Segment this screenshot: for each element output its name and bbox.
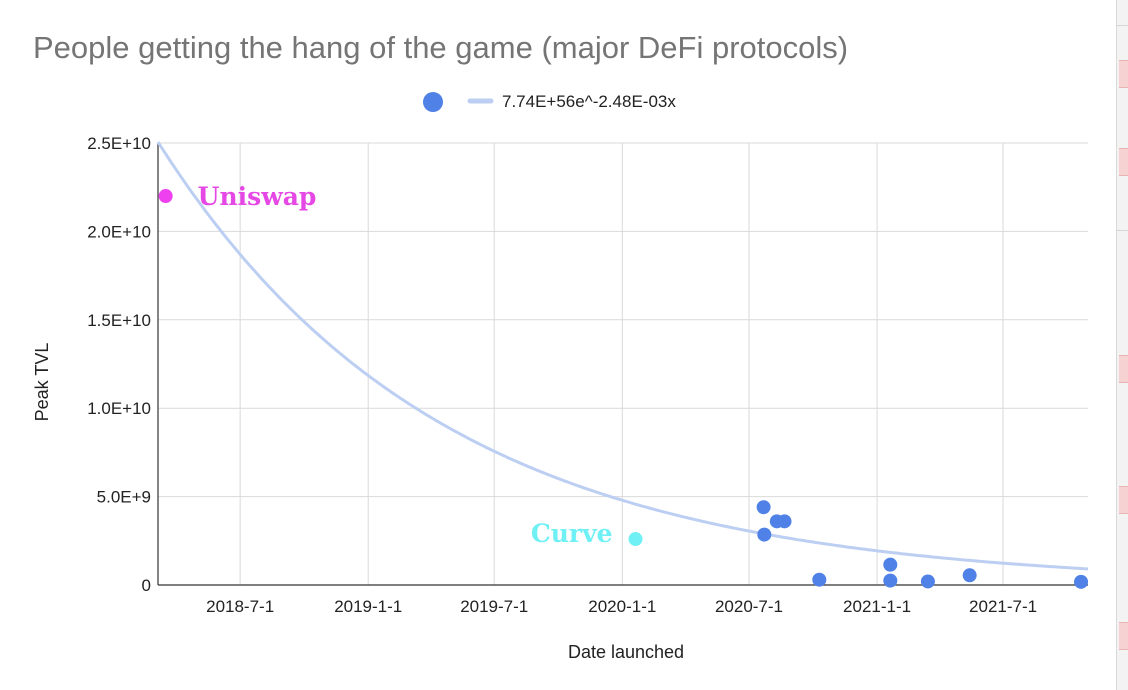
data-point: [883, 557, 898, 572]
y-tick-label: 2.5E+10: [87, 134, 151, 153]
x-tick-label: 2020-7-1: [715, 597, 783, 616]
data-point: [628, 532, 643, 547]
tick-labels: 0 5.0E+9 1.0E+10 1.5E+10 2.0E+10 2.5E+10 2018-…: [87, 134, 1037, 616]
sheet-edge-strip: [1117, 0, 1128, 690]
data-point: [920, 574, 935, 589]
grid-lines: [158, 142, 1088, 585]
y-axis-title: Peak TVL: [32, 343, 52, 422]
x-tick-label: 2020-1-1: [588, 597, 656, 616]
x-tick-label: 2018-7-1: [206, 597, 274, 616]
data-point: [812, 572, 827, 587]
y-tick-label: 1.0E+10: [87, 399, 151, 418]
chart-title: People getting the hang of the game (maj…: [33, 30, 849, 65]
data-point: [777, 514, 792, 529]
x-tick-label: 2021-7-1: [969, 597, 1037, 616]
data-point: [962, 568, 977, 583]
y-tick-label: 5.0E+9: [97, 488, 151, 507]
legend-series-marker: [423, 92, 443, 112]
x-tick-label: 2021-1-1: [843, 597, 911, 616]
trendline-layer: [156, 141, 1089, 571]
y-tick-label: 0: [142, 576, 151, 595]
x-tick-label: 2019-7-1: [460, 597, 528, 616]
data-point: [757, 527, 772, 542]
annotation-label: Curve: [531, 519, 613, 548]
y-tick-label: 2.0E+10: [87, 222, 151, 241]
annotation-label: Uniswap: [198, 182, 317, 211]
data-point: [1074, 574, 1089, 589]
annotations: Uniswap Curve: [198, 182, 613, 548]
trendline: [156, 141, 1089, 571]
data-point: [158, 189, 173, 204]
data-point: [756, 500, 771, 515]
legend-trendline-label: 7.74E+56e^-2.48E-03x: [502, 92, 676, 111]
data-point: [883, 573, 898, 588]
legend: 7.74E+56e^-2.48E-03x: [423, 92, 676, 112]
data-points: [158, 189, 1089, 589]
y-tick-label: 1.5E+10: [87, 311, 151, 330]
x-axis-title: Date launched: [568, 642, 684, 662]
x-tick-label: 2019-1-1: [334, 597, 402, 616]
